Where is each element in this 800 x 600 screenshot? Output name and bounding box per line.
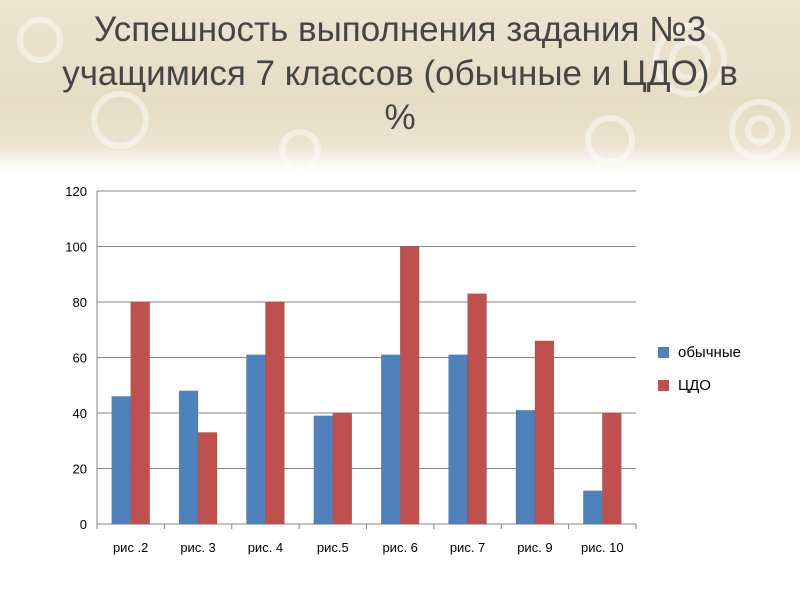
y-tick-label: 100 — [65, 240, 87, 255]
header-background — [0, 0, 800, 172]
bar-series-2 — [197, 432, 218, 525]
legend-swatch — [658, 347, 669, 358]
x-tick-label: рис. 4 — [248, 540, 283, 555]
y-tick-label: 80 — [73, 295, 87, 310]
x-tick-label: рис.5 — [317, 540, 349, 555]
x-tick-label: рис. 10 — [581, 540, 624, 555]
x-tick-label: рис .2 — [113, 540, 148, 555]
bar-series-2 — [332, 412, 353, 525]
bar-series-2 — [399, 246, 420, 525]
x-tick-label: рис. 3 — [180, 540, 215, 555]
bar-series-2 — [130, 301, 150, 525]
y-tick-label: 20 — [73, 462, 87, 477]
y-tick-label: 60 — [73, 351, 87, 366]
bar-series-2 — [534, 340, 555, 525]
bar-series-1 — [448, 354, 468, 525]
x-tick-label: рис. 6 — [382, 540, 417, 555]
legend-entry: обычные — [678, 344, 741, 361]
bar-series-1 — [583, 490, 603, 525]
y-tick-label: 120 — [65, 184, 87, 199]
slide-title: Успешность выполнения задания №3 учащими… — [0, 8, 800, 140]
bar-series-1 — [178, 390, 199, 525]
bar-series-2 — [602, 412, 622, 525]
bar-series-1 — [313, 415, 334, 525]
bar-series-1 — [111, 396, 131, 525]
bar-series-1 — [246, 354, 266, 525]
x-tick-label: рис. 9 — [517, 540, 552, 555]
legend-entry: ЦДО — [678, 377, 711, 394]
title-line-3: % — [384, 98, 416, 137]
bar-series-1 — [515, 409, 536, 525]
header-fade — [0, 146, 800, 172]
bar-series-2 — [467, 293, 487, 525]
title-line-1: Успешность выполнения задания №3 — [93, 10, 707, 49]
y-tick-label: 0 — [80, 517, 87, 532]
legend-swatch — [658, 380, 669, 391]
bar-series-2 — [265, 301, 285, 525]
y-tick-label: 40 — [73, 406, 87, 421]
title-line-2: учащимися 7 классов (обычные и ЦДО) в — [62, 54, 738, 93]
bar-series-1 — [380, 354, 401, 525]
x-tick-label: рис. 7 — [450, 540, 485, 555]
